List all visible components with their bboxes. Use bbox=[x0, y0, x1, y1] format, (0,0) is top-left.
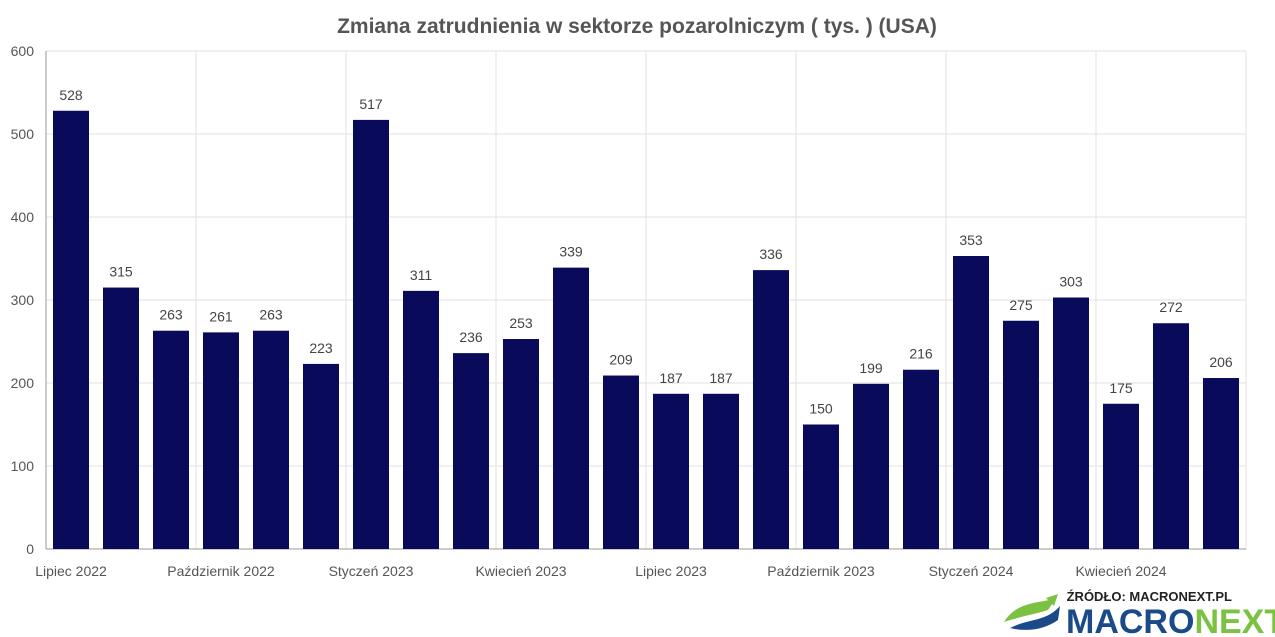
data-label: 528 bbox=[59, 87, 83, 103]
brand-part2: NEXT bbox=[1194, 603, 1275, 637]
data-label: 206 bbox=[1209, 354, 1233, 370]
y-tick-label: 300 bbox=[11, 292, 35, 308]
bar bbox=[503, 339, 539, 549]
bar bbox=[453, 353, 489, 549]
bar bbox=[253, 330, 289, 549]
x-tick-label: Kwiecień 2023 bbox=[475, 563, 566, 579]
bar bbox=[653, 393, 689, 549]
y-tick-label: 100 bbox=[11, 458, 35, 474]
x-axis: Lipiec 2022 Październik 2022 Styczeń 2023 K… bbox=[35, 563, 1167, 579]
y-tick-label: 200 bbox=[11, 375, 35, 391]
data-label: 236 bbox=[459, 329, 483, 345]
bar bbox=[353, 119, 389, 549]
x-tick-label: Styczeń 2023 bbox=[329, 563, 414, 579]
data-label: 175 bbox=[1109, 380, 1133, 396]
data-label: 353 bbox=[959, 232, 983, 248]
bar bbox=[703, 393, 739, 549]
x-tick-label: Październik 2022 bbox=[167, 563, 275, 579]
data-label: 253 bbox=[509, 315, 533, 331]
bars bbox=[53, 110, 1239, 549]
data-label: 216 bbox=[909, 346, 933, 362]
y-tick-label: 400 bbox=[11, 209, 35, 225]
x-tick-label: Lipiec 2023 bbox=[635, 563, 707, 579]
bar bbox=[403, 290, 439, 549]
data-label: 336 bbox=[759, 246, 783, 262]
bar bbox=[53, 110, 89, 549]
data-label: 315 bbox=[109, 264, 133, 280]
bar bbox=[303, 363, 339, 549]
data-label: 275 bbox=[1009, 297, 1033, 313]
bar bbox=[953, 256, 989, 549]
logo: ŹRÓDŁO: MACRONEXT.PL MACRONEXT bbox=[1004, 589, 1275, 637]
data-label: 311 bbox=[410, 267, 433, 283]
data-label: 517 bbox=[359, 96, 383, 112]
data-label: 261 bbox=[209, 308, 233, 324]
data-labels: 528 315 263 261 263 223 517 311 236 253 339 209 187 1… bbox=[59, 87, 1233, 417]
data-label: 339 bbox=[559, 244, 583, 260]
bar bbox=[1203, 378, 1239, 549]
brand-part1: MACRO bbox=[1066, 603, 1194, 637]
bar bbox=[1003, 320, 1039, 549]
bar bbox=[103, 287, 139, 549]
grid bbox=[45, 50, 1247, 550]
bar bbox=[903, 369, 939, 549]
logo-swoosh-icon bbox=[1004, 594, 1060, 630]
data-label: 199 bbox=[859, 360, 883, 376]
data-label: 187 bbox=[659, 370, 683, 386]
x-tick-label: Kwiecień 2024 bbox=[1075, 563, 1166, 579]
bar bbox=[753, 270, 789, 549]
source-label: ŹRÓDŁO: MACRONEXT.PL bbox=[1067, 589, 1232, 604]
x-tick-label: Lipiec 2022 bbox=[35, 563, 107, 579]
y-axis: 0 100 200 300 400 500 600 bbox=[11, 43, 35, 557]
bar bbox=[853, 383, 889, 549]
bar bbox=[553, 267, 589, 549]
data-label: 303 bbox=[1059, 274, 1083, 290]
bar bbox=[803, 424, 839, 549]
chart-title: Zmiana zatrudnienia w sektorze pozarolni… bbox=[337, 15, 937, 38]
bar bbox=[603, 375, 639, 549]
bar bbox=[1103, 403, 1139, 549]
y-tick-label: 600 bbox=[11, 43, 35, 59]
x-tick-label: Październik 2023 bbox=[767, 563, 875, 579]
data-label: 263 bbox=[159, 307, 183, 323]
data-label: 272 bbox=[1159, 299, 1183, 315]
data-label: 263 bbox=[259, 307, 283, 323]
data-label: 223 bbox=[309, 340, 333, 356]
data-label: 187 bbox=[709, 370, 733, 386]
bar bbox=[1153, 323, 1189, 549]
x-tick-label: Styczeń 2024 bbox=[929, 563, 1014, 579]
bar bbox=[1053, 297, 1089, 549]
y-tick-label: 0 bbox=[26, 541, 34, 557]
bar bbox=[153, 330, 189, 549]
y-tick-label: 500 bbox=[11, 126, 35, 142]
bar bbox=[203, 332, 239, 549]
data-label: 209 bbox=[609, 352, 633, 368]
data-label: 150 bbox=[809, 401, 833, 417]
brand-wordmark: MACRONEXT bbox=[1066, 603, 1275, 637]
